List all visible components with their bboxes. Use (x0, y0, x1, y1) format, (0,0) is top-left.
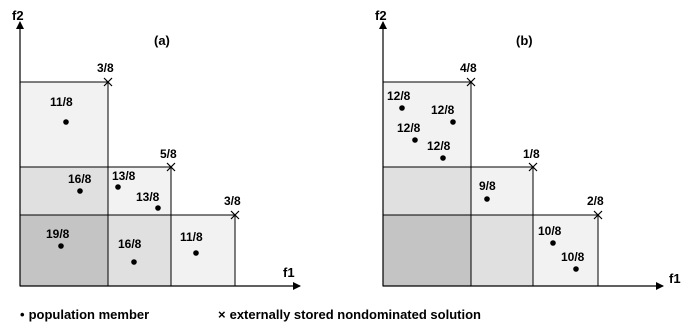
panel-a-point-label: 11/8 (50, 95, 73, 109)
panel-b-cross (528, 162, 538, 172)
panel-a-region-bottom-right (170, 214, 236, 287)
panel-b-cross (466, 77, 476, 87)
legend-population: • population member (20, 307, 149, 322)
panel-a-point (58, 243, 64, 249)
panel-a-point (77, 188, 83, 194)
legend-external: × externally stored nondominated solution (218, 307, 481, 322)
panel-a-point (155, 205, 161, 211)
panel-b-point (550, 240, 556, 246)
panel-b-region-middle-left (382, 166, 472, 216)
panel-a-point (193, 250, 199, 256)
panel-a-point-label: 19/8 (46, 227, 70, 241)
panel-a-region-bottom-left (19, 214, 109, 287)
cross-icon: × (218, 307, 226, 322)
panel-a-region-top (19, 81, 109, 168)
panel-b-x-axis-label: f1 (669, 271, 681, 286)
panel-b-cross-label: 4/8 (460, 61, 477, 75)
panel-a-region-middle-left (19, 166, 109, 216)
panel-a-point-label: 16/8 (68, 172, 92, 186)
panel-b-region-top (382, 81, 472, 168)
panel-b-region-middle-right (470, 166, 534, 216)
panel-b-point-label: 10/8 (561, 250, 585, 264)
panel-b-point-label: 12/8 (387, 89, 411, 103)
panel-a-point (131, 259, 137, 265)
panel-a-cross-label: 3/8 (97, 61, 114, 75)
panel-a-point (63, 119, 69, 125)
panel-b-point-label: 9/8 (479, 179, 496, 193)
panel-b: f2 f1 (b) 4/8 1/8 2/8 12/8 12/8 12/8 12/… (375, 8, 681, 290)
panel-b-y-axis-label: f2 (375, 8, 387, 23)
panel-b-point-label: 12/8 (431, 103, 455, 117)
panel-b-point-label: 12/8 (397, 121, 421, 135)
panel-b-point (399, 105, 405, 111)
panel-b-point (573, 266, 579, 272)
panel-a-point-label: 16/8 (118, 237, 142, 251)
panel-a-title: (a) (154, 33, 170, 48)
panel-b-point-label: 10/8 (538, 224, 562, 238)
population-member-icon: • (20, 307, 25, 322)
panel-b-point (440, 155, 446, 161)
panel-b-region-bottom-mid (470, 214, 534, 287)
legend-population-label: population member (28, 307, 150, 322)
panel-b-cross (593, 210, 603, 220)
panel-b-cross-label: 2/8 (587, 194, 604, 208)
panel-b-point-label: 12/8 (427, 139, 451, 153)
panel-b-region-bottom-left (382, 214, 472, 287)
panel-b-point (450, 119, 456, 125)
panel-a-point (115, 184, 121, 190)
panel-a-point-label: 13/8 (112, 169, 136, 183)
panel-a-x-axis-label: f1 (283, 265, 295, 280)
panel-a-y-axis-label: f2 (12, 8, 24, 23)
panel-a-cross-label: 3/8 (224, 194, 241, 208)
panel-a: f2 f1 (a) 3/8 5/8 3/8 11/8 16/8 13/8 13/… (12, 8, 301, 290)
legend-external-label: externally stored nondominated solution (229, 307, 481, 322)
panel-b-region-bottom-right (532, 214, 599, 287)
panel-b-point (412, 137, 418, 143)
panel-b-title: (b) (516, 33, 533, 48)
panel-a-cross (230, 210, 240, 220)
panel-a-point-label: 11/8 (180, 230, 203, 244)
panel-a-cross-label: 5/8 (160, 147, 177, 161)
panel-b-cross-label: 1/8 (523, 147, 540, 161)
panel-a-region-bottom-mid (107, 214, 172, 287)
panel-b-point (484, 196, 490, 202)
panel-a-cross (103, 77, 113, 87)
panel-a-point-label: 13/8 (136, 190, 160, 204)
panel-a-cross (166, 162, 176, 172)
